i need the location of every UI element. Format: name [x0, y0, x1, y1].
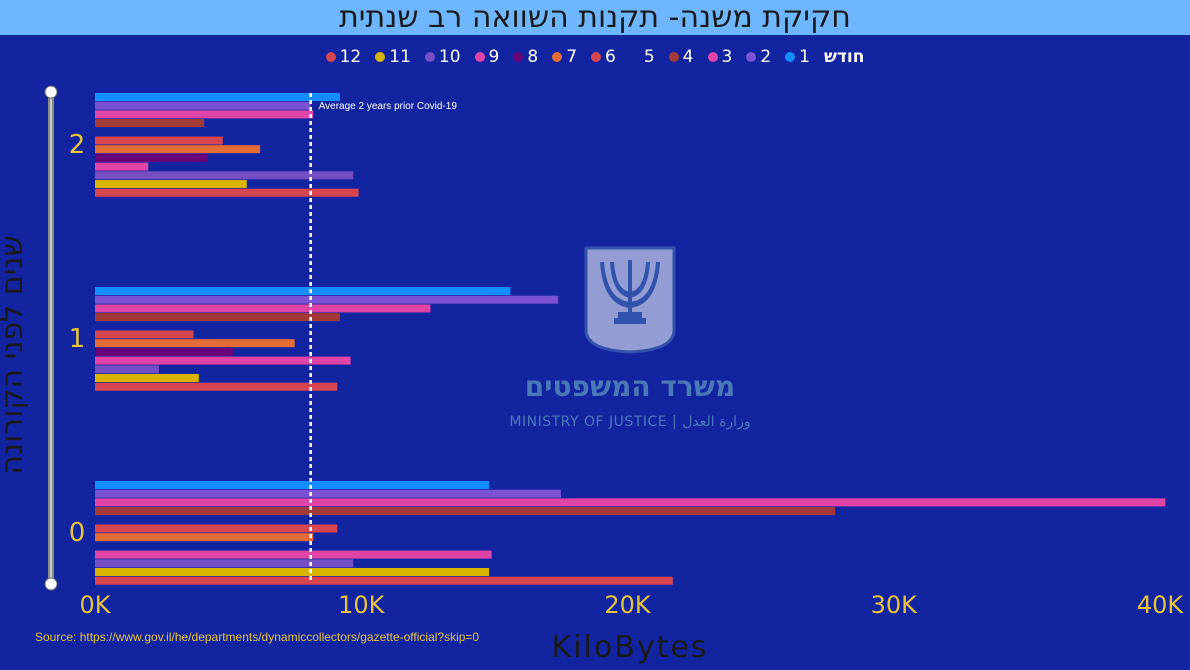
x-axis-title: KiloBytes [552, 630, 709, 665]
bar-1-month-10 [95, 365, 159, 374]
title-bar: חקיקת משנה- תקנות השוואה רב שנתית [0, 0, 1190, 35]
legend: חודש 1 2 3 4 5 6 7 8 9 10 11 12 [0, 45, 1190, 69]
legend-label: 12 [339, 47, 362, 67]
legend-item[interactable]: 6 [591, 47, 616, 67]
legend-label: 7 [566, 47, 578, 67]
legend-label: 2 [760, 47, 772, 67]
bar-2-month-4 [95, 119, 205, 128]
legend-label: 4 [682, 47, 694, 67]
bar-0-month-7 [95, 533, 314, 542]
ministry-emblem-icon [584, 246, 676, 354]
legend-item[interactable]: 11 [375, 47, 411, 67]
bar-2-month-6 [95, 136, 223, 145]
bar-2-month-10 [95, 171, 354, 180]
legend-item[interactable]: 7 [552, 47, 577, 67]
legend-item[interactable]: 10 [424, 47, 461, 67]
bar-0-month-6 [95, 524, 338, 533]
range-slider-top-handle[interactable] [44, 85, 58, 99]
bar-0-month-12 [95, 576, 673, 585]
legend-item[interactable]: 5 [629, 47, 655, 67]
legend-dot [746, 52, 757, 62]
bar-1-month-3 [95, 304, 431, 313]
bar-1-month-12 [95, 382, 338, 391]
reference-line-label: Average 2 years prior Covid-19 [319, 101, 458, 112]
chart-title: חקיקת משנה- תקנות השוואה רב שנתית [339, 0, 851, 35]
legend-dot [375, 52, 386, 62]
x-tick-label: 40K [1137, 591, 1185, 619]
bar-2-month-9 [95, 162, 149, 171]
bar-2-month-8 [95, 153, 207, 162]
bar-1-month-11 [95, 374, 199, 382]
legend-dot [513, 52, 524, 62]
x-tick-label: 10K [338, 591, 386, 619]
bar-2-month-7 [95, 145, 261, 154]
legend-label: 5 [643, 47, 655, 67]
bar-0-month-11 [95, 568, 490, 576]
bar-0-month-4 [95, 507, 836, 516]
legend-item[interactable]: 12 [325, 47, 362, 67]
bar-0-month-10 [95, 559, 354, 568]
bar-0-month-9 [95, 550, 492, 559]
ministry-name-hebrew: משרד המשפטים [524, 370, 736, 403]
bar-1-month-7 [95, 339, 295, 348]
legend-label: 3 [721, 47, 733, 67]
bar-1-month-6 [95, 330, 194, 339]
bar-0-month-1 [95, 481, 490, 489]
legend-dot [629, 52, 640, 62]
y-tick-label: 2 [69, 130, 86, 160]
y-tick-label: 0 [69, 518, 86, 548]
bars-layer [95, 93, 1166, 585]
legend-dot [325, 52, 336, 62]
legend-item[interactable]: 2 [746, 47, 771, 67]
bar-2-month-2 [95, 101, 311, 110]
legend-dot [552, 52, 563, 62]
legend-label: 11 [389, 47, 411, 67]
legend-dot [424, 52, 435, 62]
legend-item[interactable]: 1 [785, 47, 810, 67]
x-tick-label: 0K [79, 591, 111, 619]
bar-2-month-12 [95, 188, 359, 197]
legend-label: 9 [488, 47, 500, 67]
bar-0-month-2 [95, 489, 561, 498]
legend-item[interactable]: 8 [513, 47, 538, 67]
legend-label: 6 [605, 47, 616, 67]
bar-2-month-1 [95, 93, 340, 101]
legend-dot [591, 52, 602, 62]
bar-2-month-3 [95, 110, 314, 119]
bar-1-month-1 [95, 287, 511, 295]
legend-label: 1 [799, 47, 810, 67]
bar-1-month-8 [95, 347, 234, 356]
bar-2-month-11 [95, 180, 247, 188]
legend-title: חודש [823, 47, 865, 67]
legend-dot [668, 52, 679, 62]
ministry-name-english: MINISTRY OF JUSTICE | وزارة العدل [509, 414, 751, 430]
bar-1-month-4 [95, 313, 340, 322]
x-tick-label: 20K [604, 591, 652, 619]
bar-1-month-2 [95, 295, 559, 304]
legend-item[interactable]: 9 [474, 47, 500, 67]
legend-dot [707, 52, 718, 62]
legend-dot [785, 52, 796, 62]
source-text: Source: https://www.gov.il/he/department… [35, 630, 480, 644]
range-slider-bottom-handle[interactable] [44, 577, 58, 591]
bar-1-month-9 [95, 356, 351, 365]
legend-label: 8 [527, 47, 539, 67]
bar-0-month-3 [95, 498, 1166, 507]
legend-item[interactable]: 3 [707, 47, 733, 67]
y-tick-label: 1 [69, 324, 86, 354]
x-tick-label: 30K [871, 591, 919, 619]
axis-layer: 2 1 0 0K 10K 20K 30K 40K KiloBytes שנים לפני הקור… [0, 85, 1185, 665]
legend-item[interactable]: 4 [668, 47, 694, 67]
y-axis-title: שנים לפני הקורונה [0, 235, 30, 474]
legend-label: 10 [438, 47, 461, 67]
legend-dot [474, 52, 485, 62]
